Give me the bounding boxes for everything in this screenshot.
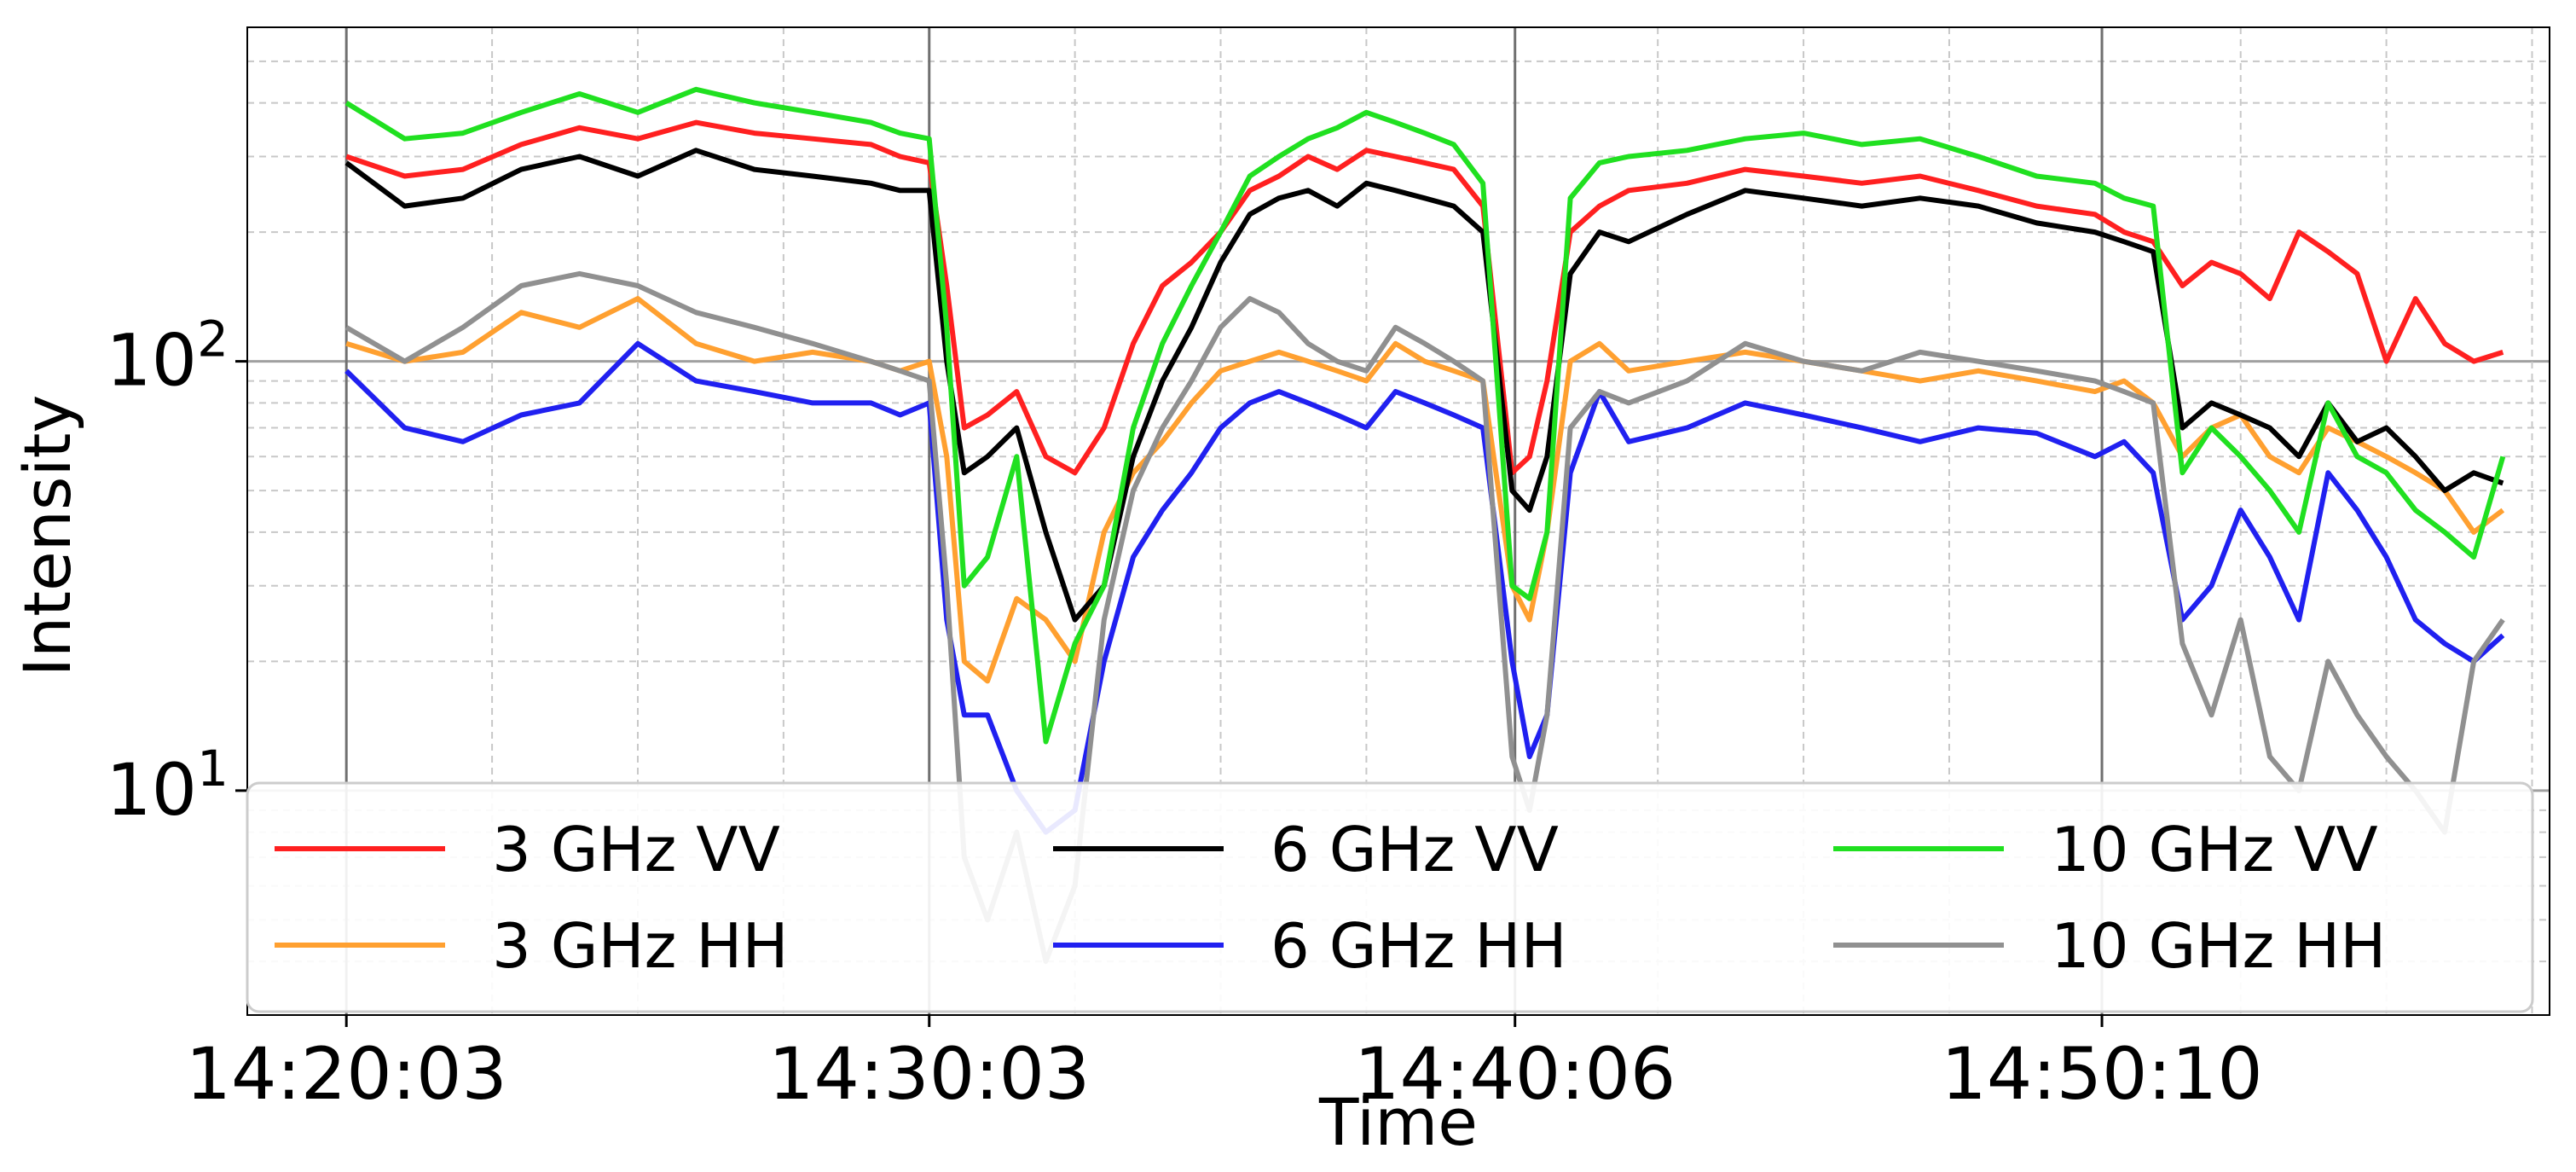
x-tick-label: 14:30:03 xyxy=(768,1032,1090,1116)
x-tick-label: 14:50:10 xyxy=(1941,1032,2262,1116)
legend-frame xyxy=(246,781,2534,1013)
legend-label: 6 GHz VV xyxy=(1271,814,1559,885)
legend-label: 3 GHz HH xyxy=(492,910,789,982)
legend-label: 10 GHz HH xyxy=(2051,910,2386,982)
series-lines xyxy=(344,86,2506,965)
y-tick-label: 101 xyxy=(106,740,229,832)
series-line xyxy=(344,148,2504,623)
y-axis-title: Intensity xyxy=(9,395,85,677)
y-tick-label: 102 xyxy=(106,310,229,403)
series-line xyxy=(344,86,2506,745)
legend-label: 3 GHz VV xyxy=(492,814,780,885)
x-tick-label: 14:20:03 xyxy=(186,1032,507,1116)
plot-frame xyxy=(246,26,2550,1016)
legend: 3 GHz VV 3 GHz HH 6 GHz VV 6 GHz HH 10 GHz V… xyxy=(246,781,2534,1013)
axis-ticks: 14:20:03 14:30:03 14:40:06 14:50:10 101 102 xyxy=(106,310,2262,1116)
x-axis-title: Time xyxy=(1318,1084,1478,1160)
series-line xyxy=(344,270,2505,965)
legend-label: 10 GHz VV xyxy=(2051,814,2378,885)
series-line xyxy=(345,119,2504,476)
series-line xyxy=(344,340,2505,835)
legend-label: 6 GHz HH xyxy=(1271,910,1567,982)
x-tick-label: 14:40:06 xyxy=(1354,1032,1676,1116)
